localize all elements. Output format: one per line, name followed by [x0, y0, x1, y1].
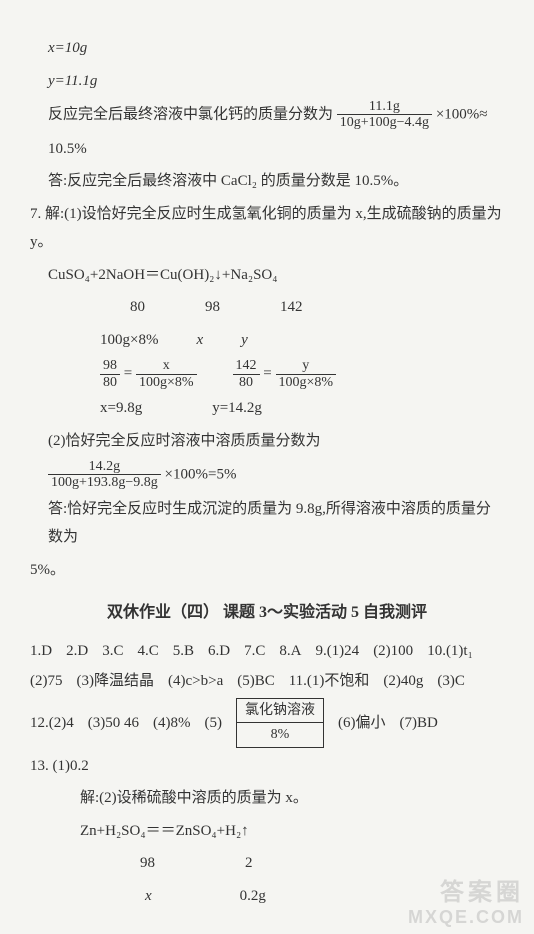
q13-eq: Zn+H₂SO₄＝＝ZnSO₄+H₂↑	[30, 817, 504, 846]
eq-y: y=11.1g	[30, 67, 504, 96]
q7-ans1: 答:恰好完全反应时生成沉淀的质量为 9.8g,所得溶液中溶质的质量分数为	[30, 495, 504, 552]
a: (4)8%	[153, 709, 191, 738]
a: (4)c>b>a	[168, 667, 223, 696]
nacl-box: 氯化钠溶液 8%	[236, 698, 324, 748]
q7-frac-row: 9880 = x100g×8% 14280 = y100g×8%	[30, 358, 504, 390]
a: (6)偏小	[338, 709, 386, 738]
q7-mass-row2: 100g×8% x y	[30, 326, 504, 355]
num: 142	[233, 358, 260, 374]
num: 14.2g	[48, 459, 161, 475]
numer: 11.1g	[337, 99, 432, 115]
val: 100g×8%	[100, 326, 158, 355]
a: 8.A	[279, 637, 301, 666]
x-val: x=9.8g	[100, 394, 142, 423]
den: 80	[100, 375, 120, 390]
q7-part2: (2)恰好完全反应时溶液中溶质质量分数为	[30, 427, 504, 456]
a: (2)75	[30, 667, 63, 696]
val: 98	[205, 293, 220, 322]
tail: ×100%=5%	[165, 466, 237, 482]
a: (2)40g	[383, 667, 423, 696]
eq-x: x=10g	[30, 34, 504, 63]
box-bot: 8%	[237, 723, 323, 747]
q13-l2: 解:(2)设稀硫酸中溶质的质量为 x。	[30, 784, 504, 813]
a: 11.(1)不饱和	[289, 667, 370, 696]
num: x	[136, 358, 197, 374]
val: x	[196, 326, 203, 355]
frac-eq-2: 14280 = y100g×8%	[233, 358, 337, 390]
q7-equation: CuSO₄+2NaOH＝Cu(OH)₂↓+Na₂SO₄	[30, 261, 504, 290]
a: 5.B	[173, 637, 194, 666]
cacl2-frac-line: 反应完全后最终溶液中氯化钙的质量分数为 11.1g 10g+100g−4.4g …	[30, 99, 504, 131]
a: (2)100	[373, 637, 413, 666]
a: 4.C	[137, 637, 158, 666]
a: 2.D	[66, 637, 88, 666]
fraction: 11.1g 10g+100g−4.4g	[337, 99, 432, 131]
v: 0.2g	[240, 882, 266, 911]
q7-xy-row: x=9.8g y=14.2g	[30, 394, 504, 423]
a: 9.(1)24	[315, 637, 359, 666]
answers-row1: 1.D 2.D 3.C 4.C 5.B 6.D 7.C 8.A 9.(1)24 …	[30, 637, 504, 666]
q7-ans2: 5%。	[30, 556, 504, 585]
a: (3)50 46	[88, 709, 139, 738]
box-top: 氯化钠溶液	[237, 699, 323, 724]
fraction: 14.2g 100g+193.8g−9.8g	[48, 459, 161, 491]
num: y	[276, 358, 337, 374]
den: 100g×8%	[276, 375, 337, 390]
frac-eq-1: 9880 = x100g×8%	[100, 358, 197, 390]
text: ×100%≈	[436, 106, 488, 122]
answer-cacl2: 答:反应完全后最终溶液中 CaCl₂ 的质量分数是 10.5%。	[30, 167, 504, 196]
section-title: 双休作业（四） 课题 3～实验活动 5 自我测评	[30, 598, 504, 628]
q13-row2: x 0.2g	[30, 882, 504, 911]
q7-mass-row1: 80 98 142	[30, 293, 504, 322]
a: 3.C	[102, 637, 123, 666]
den: 100g×8%	[136, 375, 197, 390]
a: (5)	[205, 709, 223, 738]
q13-l1: 13. (1)0.2	[30, 752, 504, 781]
a: 1.D	[30, 637, 52, 666]
val: 80	[130, 293, 145, 322]
text: 反应完全后最终溶液中氯化钙的质量分数为	[48, 106, 337, 122]
a: (3)C	[437, 667, 465, 696]
result-10-5: 10.5%	[30, 135, 504, 164]
a: 10.(1)t₁	[427, 637, 473, 666]
val: 142	[280, 293, 303, 322]
page-content: x=10g y=11.1g 反应完全后最终溶液中氯化钙的质量分数为 11.1g …	[0, 0, 534, 934]
den: 100g+193.8g−9.8g	[48, 475, 161, 490]
denom: 10g+100g−4.4g	[337, 115, 432, 130]
v: x	[145, 882, 152, 911]
a: (3)降温结晶	[77, 667, 155, 696]
y-val: y=14.2g	[212, 394, 262, 423]
q7-frac3: 14.2g 100g+193.8g−9.8g ×100%=5%	[30, 459, 504, 491]
a: (7)BD	[400, 709, 438, 738]
num: 98	[100, 358, 120, 374]
answers-row3: 12.(2)4 (3)50 46 (4)8% (5) 氯化钠溶液 8% (6)偏…	[30, 698, 504, 748]
a: 6.D	[208, 637, 230, 666]
a: (5)BC	[237, 667, 275, 696]
a: 12.(2)4	[30, 709, 74, 738]
a: 7.C	[244, 637, 265, 666]
val: y	[241, 326, 248, 355]
q7-head: 7. 解:(1)设恰好完全反应时生成氢氧化铜的质量为 x,生成硫酸钠的质量为 y…	[30, 200, 504, 257]
answers-row2: (2)75 (3)降温结晶 (4)c>b>a (5)BC 11.(1)不饱和 (…	[30, 667, 504, 696]
den: 80	[233, 375, 260, 390]
